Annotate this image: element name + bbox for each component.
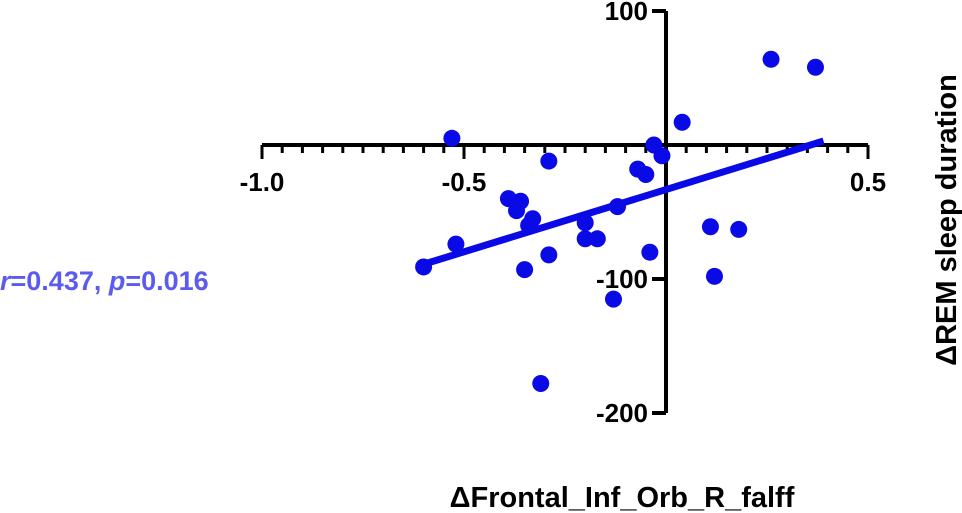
data-point bbox=[637, 165, 655, 183]
data-point bbox=[705, 267, 723, 285]
x-tick-label: 0.5 bbox=[850, 167, 886, 197]
data-point bbox=[443, 129, 461, 147]
data-point bbox=[508, 202, 526, 220]
data-point bbox=[604, 290, 622, 308]
data-point bbox=[673, 113, 691, 131]
data-point bbox=[609, 198, 627, 216]
data-point bbox=[641, 243, 659, 261]
data-point bbox=[762, 50, 780, 68]
x-axis-title: ΔFrontal_Inf_Orb_R_falff bbox=[450, 482, 795, 513]
x-tick-label: -1.0 bbox=[240, 167, 285, 197]
data-point bbox=[701, 218, 719, 236]
r-label: r bbox=[0, 266, 12, 296]
data-point bbox=[588, 230, 606, 248]
data-point bbox=[653, 147, 671, 165]
data-point bbox=[520, 216, 538, 234]
data-point bbox=[576, 230, 594, 248]
y-tick-label: -100 bbox=[596, 264, 648, 294]
data-point bbox=[540, 152, 558, 170]
data-point bbox=[447, 235, 465, 253]
data-point bbox=[806, 58, 824, 76]
data-point bbox=[576, 214, 594, 232]
r-value: =0.437, bbox=[11, 266, 109, 296]
y-tick-label: 100 bbox=[605, 0, 648, 26]
data-point bbox=[532, 375, 550, 393]
data-points bbox=[415, 50, 824, 393]
y-tick-label: -200 bbox=[596, 398, 648, 428]
y-axis-title: ΔREM sleep duration bbox=[931, 74, 962, 366]
data-point bbox=[540, 246, 558, 264]
axes: -1.0 -0.5 0.5 100 -100 -200 bbox=[240, 0, 886, 428]
data-point bbox=[730, 220, 748, 238]
p-value: =0.016 bbox=[125, 266, 208, 296]
data-point bbox=[516, 261, 534, 279]
correlation-annotation: r=0.437, p=0.016 bbox=[0, 266, 209, 296]
data-point bbox=[415, 258, 433, 276]
x-tick-label: -0.5 bbox=[442, 167, 487, 197]
p-label: p bbox=[108, 266, 126, 296]
